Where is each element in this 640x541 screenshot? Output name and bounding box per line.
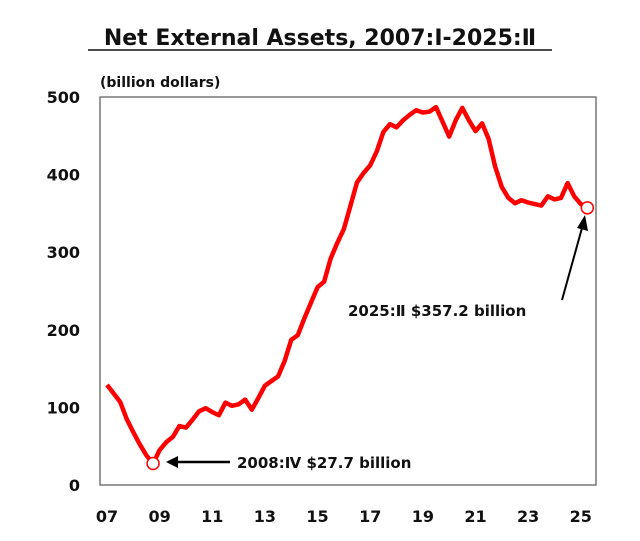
- arrowhead-2025: [577, 215, 588, 231]
- x-tick-label: 09: [149, 507, 171, 526]
- y-tick-label: 500: [47, 88, 80, 107]
- x-tick-label: 13: [254, 507, 276, 526]
- series-line: [105, 104, 589, 466]
- x-tick-label: 21: [464, 507, 486, 526]
- x-tick-label: 11: [201, 507, 223, 526]
- highlight-point-marker: [580, 201, 595, 215]
- annotation-arrow-2025: [561, 227, 583, 301]
- chart-title: Net External Assets, 2007:Ⅰ-2025:Ⅱ: [104, 26, 536, 51]
- y-tick-label: 300: [47, 243, 80, 262]
- x-tick-label: 19: [412, 507, 434, 526]
- y-axis-unit-label: (billion dollars): [100, 75, 220, 91]
- plot-area: [99, 96, 597, 486]
- y-tick-label: 0: [69, 476, 80, 495]
- y-tick-label: 100: [47, 398, 80, 417]
- y-tick-label: 400: [47, 166, 80, 185]
- x-tick-label: 25: [570, 507, 592, 526]
- highlight-point-marker: [146, 456, 160, 471]
- arrowhead-2008: [166, 456, 178, 468]
- annotation-2025: 2025:Ⅱ $357.2 billion: [348, 302, 526, 320]
- x-tick-label: 17: [359, 507, 381, 526]
- x-tick-label: 07: [96, 507, 118, 526]
- x-tick-label: 23: [517, 507, 539, 526]
- x-tick-label: 15: [306, 507, 328, 526]
- y-tick-label: 200: [47, 321, 80, 340]
- annotation-2008: 2008:Ⅳ $27.7 billion: [237, 454, 411, 472]
